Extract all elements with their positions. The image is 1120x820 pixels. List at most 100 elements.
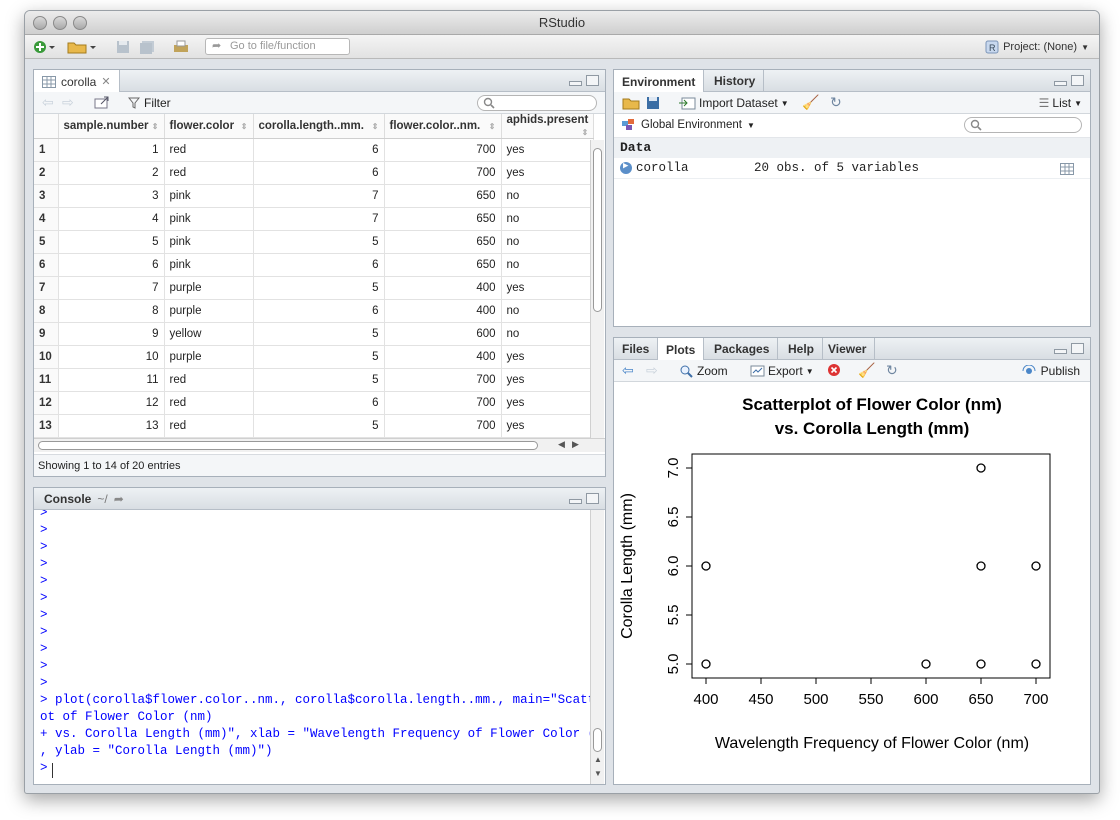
main-toolbar: ➦ Go to file/function R Project: (None) …	[25, 35, 1099, 59]
close-window-button[interactable]	[33, 16, 47, 30]
console-vertical-scrollbar[interactable]: ▲ ▼	[590, 510, 604, 784]
maximize-pane-icon[interactable]	[586, 75, 599, 86]
y-tick-label: 5.0	[665, 654, 682, 675]
sort-icon[interactable]: ⇕	[240, 122, 248, 131]
table-row[interactable]: 10 10 purple 5 400 yes	[34, 345, 595, 369]
remove-plot-icon[interactable]	[828, 363, 844, 380]
scroll-down-icon[interactable]: ▼	[594, 769, 602, 778]
broom-icon[interactable]: 🧹	[802, 94, 820, 110]
global-environment-menu[interactable]: Global Environment ▼	[622, 119, 755, 131]
close-icon[interactable]: ✕	[101, 76, 111, 88]
table-row[interactable]: 13 13 red 5 700 yes	[34, 414, 595, 438]
minimize-window-button[interactable]	[53, 16, 67, 30]
export-icon	[750, 365, 765, 377]
table-row[interactable]: 2 2 red 6 700 yes	[34, 161, 595, 185]
maximize-pane-icon[interactable]	[1071, 343, 1084, 354]
global-environment-label: Global Environment	[641, 119, 742, 131]
console-line: ot of Flower Color (nm)	[40, 710, 213, 724]
console-line: >	[40, 659, 48, 673]
table-row[interactable]: 5 5 pink 5 650 no	[34, 230, 595, 254]
view-table-icon[interactable]	[1060, 163, 1074, 175]
back-arrow-icon[interactable]: ⇦	[42, 94, 54, 110]
console-output[interactable]: > > > > > > > > > > > > plot(corolla$flower.color..…	[34, 510, 590, 784]
refresh-icon[interactable]: ↻	[830, 94, 842, 110]
table-cell: pink	[164, 184, 254, 208]
zoom-button[interactable]: Zoom	[680, 364, 728, 378]
table-cell: red	[164, 368, 254, 392]
column-header[interactable]: sample.number ⇕	[58, 114, 165, 139]
scroll-left-icon[interactable]: ◀	[558, 439, 565, 449]
table-row[interactable]: 8 8 purple 6 400 no	[34, 299, 595, 323]
table-row[interactable]: 7 7 purple 5 400 yes	[34, 276, 595, 300]
scroll-up-icon[interactable]: ▲	[594, 755, 602, 764]
open-folder-icon[interactable]	[65, 38, 99, 56]
table-row[interactable]: 3 3 pink 7 650 no	[34, 184, 595, 208]
column-header[interactable]: flower.color..nm. ⇕	[384, 114, 502, 139]
zoom-window-button[interactable]	[73, 16, 87, 30]
import-dataset-button[interactable]: Import Dataset ▼	[678, 96, 789, 110]
tab-packages[interactable]: Packages	[706, 338, 779, 360]
column-header[interactable]: flower.color ⇕	[164, 114, 254, 139]
data-search-input[interactable]	[477, 95, 597, 111]
minimize-pane-icon[interactable]	[569, 499, 582, 504]
print-icon[interactable]	[171, 38, 191, 56]
new-file-icon[interactable]	[31, 38, 57, 56]
next-plot-icon[interactable]: ⇨	[646, 362, 658, 378]
maximize-pane-icon[interactable]	[586, 493, 599, 504]
save-all-icon[interactable]	[137, 38, 157, 56]
tab-files[interactable]: Files	[614, 338, 659, 360]
tab-viewer[interactable]: Viewer	[820, 338, 876, 360]
tab-help[interactable]: Help	[780, 338, 824, 360]
plots-toolbar: ⇦ ⇨ Zoom Export ▼ 🧹 ↻ Publish	[614, 360, 1090, 382]
table-cell: yes	[501, 368, 595, 392]
minimize-pane-icon[interactable]	[569, 81, 582, 86]
table-row[interactable]: 12 12 red 6 700 yes	[34, 391, 595, 415]
table-icon	[42, 75, 56, 88]
table-row[interactable]: 1 1 red 6 700 yes	[34, 138, 595, 162]
table-row[interactable]: 4 4 pink 7 650 no	[34, 207, 595, 231]
tab-console[interactable]: Console ~/ ➦	[36, 488, 132, 510]
expand-icon[interactable]: ▶	[620, 161, 632, 174]
table-cell: 9	[58, 322, 165, 346]
refresh-icon[interactable]: ↻	[886, 362, 898, 378]
tab-environment[interactable]: Environment	[614, 70, 705, 93]
list-view-button[interactable]: ☰ List ▼	[1039, 96, 1082, 110]
sort-icon[interactable]: ⇕	[371, 122, 379, 131]
broom-icon[interactable]: 🧹	[858, 362, 876, 378]
table-row[interactable]: 9 9 yellow 5 600 no	[34, 322, 595, 346]
x-tick-label: 450	[748, 691, 773, 708]
goto-file-input[interactable]: ➦ Go to file/function	[205, 38, 350, 55]
save-icon[interactable]	[113, 38, 133, 56]
table-row[interactable]: 11 11 red 5 700 yes	[34, 368, 595, 392]
previous-plot-icon[interactable]: ⇦	[622, 362, 634, 378]
tab-history[interactable]: History	[706, 70, 765, 92]
table-vertical-scrollbar[interactable]	[590, 140, 604, 438]
tab-corolla[interactable]: corolla ✕	[34, 70, 120, 93]
filter-button[interactable]: Filter	[128, 96, 171, 110]
publish-button[interactable]: Publish	[1021, 364, 1080, 378]
scroll-thumb[interactable]	[593, 148, 602, 312]
project-menu[interactable]: R Project: (None) ▼	[985, 40, 1089, 54]
minimize-pane-icon[interactable]	[1054, 349, 1067, 354]
maximize-pane-icon[interactable]	[1071, 75, 1084, 86]
load-workspace-icon[interactable]	[622, 96, 640, 113]
tab-plots[interactable]: Plots	[658, 338, 705, 361]
sort-icon[interactable]: ⇕	[581, 128, 589, 137]
environment-search-input[interactable]	[964, 117, 1082, 133]
minimize-pane-icon[interactable]	[1054, 81, 1067, 86]
hscroll-thumb[interactable]	[38, 441, 538, 450]
column-header[interactable]: corolla.length..mm. ⇕	[253, 114, 385, 139]
arrow-icon[interactable]: ➦	[113, 492, 124, 506]
scroll-right-icon[interactable]: ▶	[572, 439, 579, 449]
scroll-thumb[interactable]	[593, 728, 602, 752]
table-horizontal-scrollbar[interactable]: ◀ ▶	[34, 438, 605, 452]
export-button[interactable]: Export ▼	[750, 364, 814, 378]
sort-icon[interactable]: ⇕	[488, 122, 496, 131]
column-header[interactable]: aphids.present ⇕	[501, 114, 595, 139]
environment-object-row[interactable]: ▶ corolla 20 obs. of 5 variables	[614, 159, 1090, 179]
popout-icon[interactable]	[94, 96, 110, 113]
table-row[interactable]: 6 6 pink 6 650 no	[34, 253, 595, 277]
save-workspace-icon[interactable]	[646, 96, 660, 113]
forward-arrow-icon[interactable]: ⇨	[62, 94, 74, 110]
sort-icon[interactable]: ⇕	[151, 122, 159, 131]
